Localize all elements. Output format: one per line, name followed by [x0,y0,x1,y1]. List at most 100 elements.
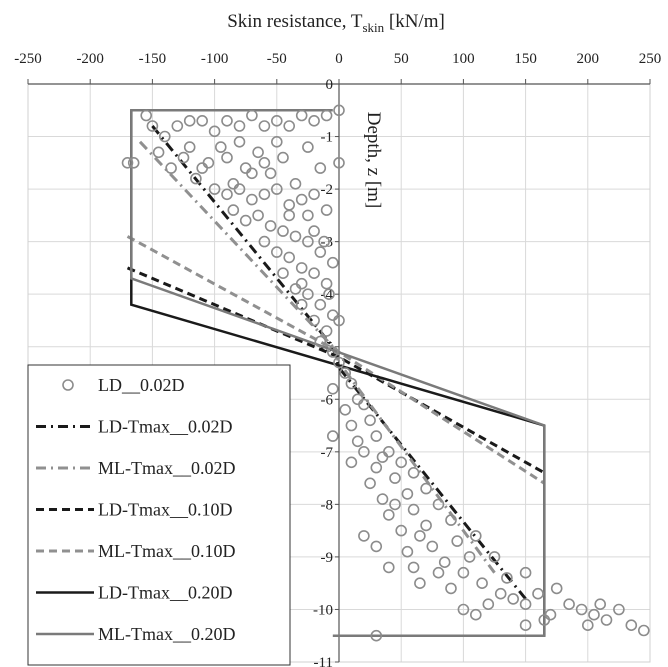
data-point [252,209,264,222]
data-point [550,582,563,595]
data-point [183,141,196,153]
x-tick-label: -150 [139,51,167,67]
y-axis-title: Depth, z [m] [363,112,384,209]
data-point [295,298,308,311]
data-point [544,608,557,621]
data-point [283,251,296,264]
data-point [270,136,283,148]
data-point [295,193,308,206]
data-point [613,603,625,616]
data-point [519,566,532,579]
data-point [277,151,289,164]
data-point [395,456,408,469]
data-point [351,435,364,448]
data-point [333,314,345,327]
data-point [445,514,457,526]
legend: LD__0.02D LD-Tmax__0.02D ML-Tmax__0.02D LD-… [27,364,291,666]
data-point [333,356,345,369]
y-tick-label: -1 [321,130,334,146]
y-tick-label: -2 [321,182,334,198]
data-point [221,188,233,201]
data-point [258,120,271,132]
data-point [233,120,246,132]
x-tick-label: 150 [514,51,537,67]
y-tick-label: -10 [313,602,333,618]
data-point [575,603,588,616]
data-point [196,162,208,174]
data-point [395,524,408,537]
data-point [289,230,302,243]
data-point [457,566,470,579]
legend-marker [62,379,74,391]
data-point [389,472,401,484]
data-point [364,477,376,490]
y-tick-label: -7 [321,445,334,461]
data-point [494,587,507,600]
data-point [127,157,140,169]
data-point [563,598,575,611]
legend-box [27,364,291,666]
data-point [308,188,320,201]
x-tick-label: -50 [267,51,287,67]
data-point [121,157,134,169]
data-point [323,288,335,301]
data-point [320,277,333,290]
legend-label: LD-Tmax__0.20D [98,583,232,603]
data-point [594,598,607,611]
data-point [258,235,271,248]
data-point [183,115,196,127]
series-lines [126,109,546,637]
x-tick-label: -250 [14,51,42,67]
data-point [588,608,600,621]
data-point [445,582,457,595]
data-point [246,193,258,206]
data-point [389,498,401,511]
data-point [339,367,352,379]
data-point [227,204,240,216]
series-line [130,109,546,637]
data-point [401,545,414,558]
data-point [177,151,190,164]
data-point [345,419,358,432]
data-point [519,619,532,632]
data-point [202,157,215,169]
data-point [252,146,264,159]
scatter-points [121,104,650,642]
data-point [277,267,289,280]
data-point [345,456,358,469]
legend-label: LD-Tmax__0.02D [98,417,232,437]
data-point [469,608,482,621]
data-point [295,277,308,290]
data-point [339,403,352,416]
x-tick-label: 250 [639,51,662,67]
data-point [277,225,289,237]
data-point [264,167,277,180]
data-point [326,309,339,322]
y-tick-label: -11 [314,655,333,667]
data-point [432,566,445,579]
data-point [407,466,420,479]
data-point [227,178,240,190]
data-point [308,225,320,237]
data-point [302,141,314,153]
data-point [196,115,208,127]
data-point [221,115,233,127]
data-point [507,593,520,605]
data-point [302,235,314,248]
data-point [295,109,308,122]
data-point [314,162,327,174]
y-tick-label: -9 [321,550,334,566]
legend-label: LD-Tmax__0.10D [98,500,232,520]
data-point [233,136,246,148]
data-point [308,267,320,280]
data-point [208,125,221,138]
x-tick-label: 200 [577,51,600,67]
x-tick-label: -100 [201,51,229,67]
data-point [407,503,420,516]
data-point [333,157,345,169]
data-point [463,551,476,563]
data-point [308,115,320,127]
data-point [302,209,314,222]
x-tick-label: 100 [452,51,475,67]
